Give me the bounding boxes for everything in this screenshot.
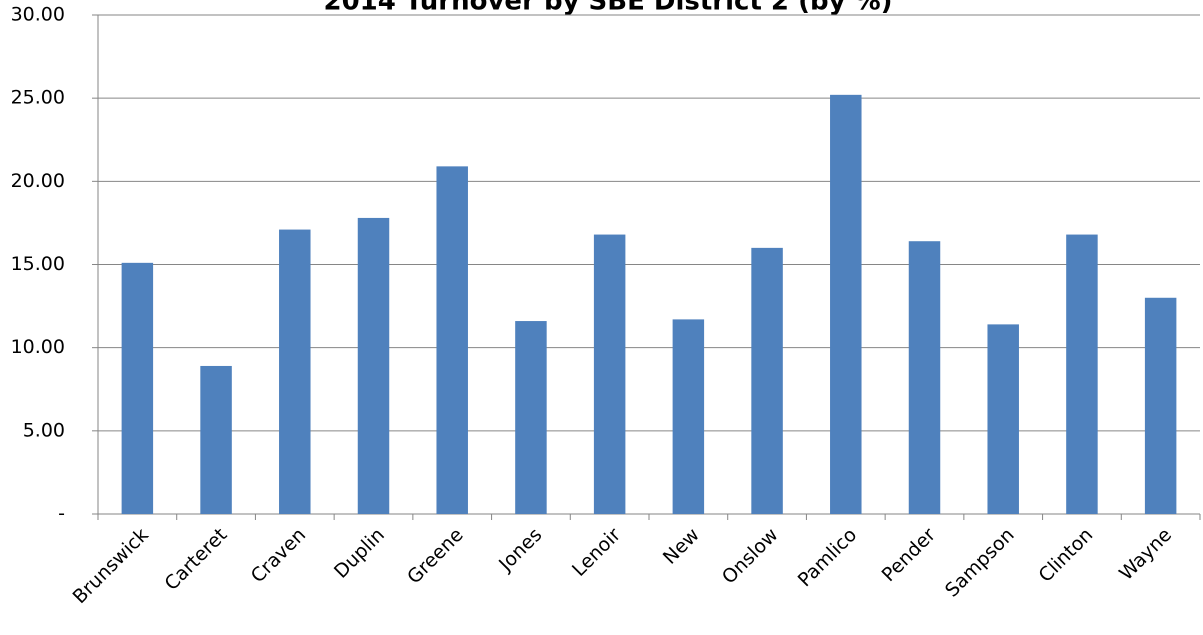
- x-tick-label: New: [659, 524, 704, 569]
- y-tick-label: 20.00: [11, 170, 65, 192]
- bar: [987, 324, 1019, 514]
- x-tick-label: Wayne: [1115, 524, 1176, 585]
- bar: [357, 217, 390, 514]
- bar: [515, 321, 547, 514]
- y-tick-label: -: [58, 503, 65, 525]
- bar: [121, 262, 154, 514]
- bar: [908, 241, 941, 515]
- x-tick-label: Jones: [494, 524, 546, 576]
- bar: [436, 166, 468, 514]
- bar: [279, 229, 311, 514]
- y-tick-label: 25.00: [11, 87, 65, 109]
- bar: [751, 247, 783, 514]
- x-tick-label: Sampson: [941, 524, 1019, 602]
- bar: [200, 365, 232, 514]
- y-tick-label: 15.00: [11, 253, 65, 275]
- x-tick-label: Pender: [878, 524, 940, 586]
- x-tick-label: Duplin: [330, 524, 389, 583]
- bar: [1144, 297, 1177, 514]
- x-tick-label: Lenoir: [568, 524, 625, 581]
- x-tick-label: Clinton: [1034, 524, 1097, 587]
- y-tick-label: 10.00: [11, 336, 65, 358]
- chart-title: 2014 Turnover by SBE District 2 (by %): [323, 0, 892, 17]
- bar: [672, 319, 705, 514]
- x-tick-label: Greene: [403, 524, 468, 589]
- x-tick-label: Craven: [247, 524, 310, 587]
- bar: [830, 94, 862, 514]
- x-tick-label: Carteret: [160, 524, 231, 595]
- x-tick-label: Brunswick: [69, 524, 153, 608]
- y-tick-label: 30.00: [11, 4, 65, 26]
- bar: [593, 234, 626, 514]
- x-tick-label: Onslow: [718, 524, 783, 589]
- bar: [1066, 234, 1098, 514]
- x-tick-label: Pamlico: [794, 524, 861, 591]
- y-tick-label: 5.00: [23, 419, 65, 441]
